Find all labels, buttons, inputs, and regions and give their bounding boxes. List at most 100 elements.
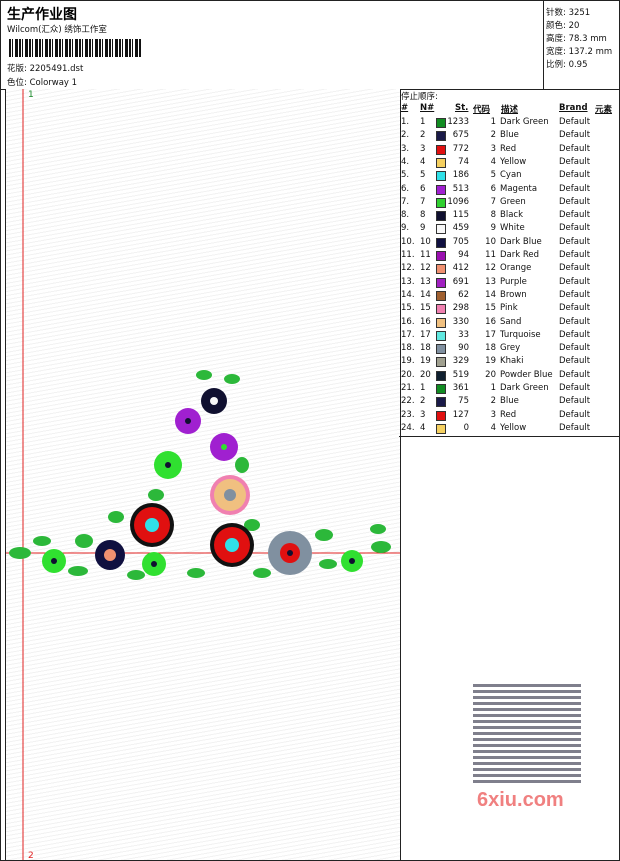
stitches: 75 (458, 396, 469, 407)
code: 12 (485, 263, 496, 274)
design: 1 2 (6, 89, 400, 861)
row-index: 13. (401, 276, 415, 287)
stitches: 675 (452, 130, 469, 141)
table-caption: 停止顺序: (401, 92, 438, 102)
brand: Default (559, 170, 591, 181)
description: Pink (500, 303, 518, 314)
stitches: 90 (458, 343, 469, 354)
stitches: 186 (452, 170, 469, 181)
needle: 8 (420, 210, 426, 221)
description: White (500, 223, 525, 234)
color-swatch (436, 251, 446, 261)
description: Turquoise (500, 329, 541, 340)
brand: Default (559, 343, 591, 354)
needle: 4 (420, 156, 426, 167)
stitches: 33 (458, 329, 469, 340)
description: Red (500, 143, 517, 154)
needle: 10 (420, 236, 431, 247)
code: 7 (490, 196, 496, 207)
needle: 7 (420, 196, 426, 207)
needle: 20 (420, 369, 431, 380)
needle: 3 (420, 143, 426, 154)
needle: 19 (420, 356, 431, 367)
stitches: 62 (458, 289, 469, 300)
color-swatch (436, 237, 446, 248)
stitches: 412 (452, 263, 469, 274)
color-swatch (436, 171, 446, 182)
row-index: 19. (401, 356, 415, 367)
brand: Default (559, 383, 591, 393)
color-swatch (436, 357, 446, 368)
code: 4 (490, 156, 496, 167)
description: Powder Blue (500, 369, 553, 380)
row-index: 24. (401, 422, 415, 433)
stitches: 330 (452, 316, 469, 327)
description: Khaki (500, 356, 524, 367)
description: Yellow (500, 422, 527, 433)
code: 2 (490, 396, 496, 407)
code: 3 (490, 143, 496, 154)
brand: Default (559, 210, 591, 221)
description: Purple (500, 276, 527, 287)
needle: 16 (420, 316, 431, 327)
row-index: 7. (401, 196, 410, 207)
brand: Default (559, 303, 591, 314)
color-swatch (436, 131, 446, 142)
needle: 11 (420, 250, 431, 260)
column-header: 元素 (595, 105, 613, 115)
needle: 6 (420, 183, 426, 194)
code: 13 (485, 276, 496, 287)
stitches: 1233 (447, 117, 469, 127)
brand: Default (559, 117, 591, 127)
color-swatch (436, 264, 446, 275)
description: Dark Blue (500, 236, 542, 247)
brand: Default (559, 422, 591, 433)
qr-code (473, 683, 581, 783)
stat: 颜色: 20 (546, 21, 580, 31)
needle: 14 (420, 289, 431, 300)
code: 1 (490, 383, 496, 393)
stitches: 74 (458, 156, 469, 167)
brand: Default (559, 316, 591, 327)
row-index: 14. (401, 289, 415, 300)
color-swatch (436, 224, 446, 235)
code: 20 (485, 369, 496, 380)
watermark: 6xiu.com (477, 789, 564, 811)
stop-sequence-table: 停止顺序: # N# St. 代码 描述 Brand 元素 1. 1 1233 1 Dark Green… (399, 89, 619, 437)
color-swatch (436, 370, 446, 381)
description: Sand (500, 316, 522, 327)
design-canvas: 1 2 (5, 89, 401, 861)
row-index: 21. (401, 383, 415, 393)
code: 10 (485, 236, 496, 247)
brand: Default (559, 409, 591, 420)
stitches: 1096 (447, 196, 469, 207)
column-header: Brand (559, 103, 588, 113)
color-swatch (436, 397, 446, 408)
stat: 比例: 0.95 (546, 60, 588, 70)
description: Yellow (500, 156, 527, 167)
color-swatch (436, 384, 446, 394)
brand: Default (559, 130, 591, 141)
code: 2 (490, 130, 496, 141)
stat: 针数: 3251 (546, 8, 591, 18)
code: 6 (490, 183, 496, 194)
code: 4 (490, 422, 496, 433)
file-name: 花版: 2205491.dst (7, 64, 84, 74)
subtitle: Wilcom(汇众) 绣饰工作室 (7, 25, 107, 35)
marker: 1 (28, 90, 34, 100)
code: 16 (485, 316, 496, 327)
description: Cyan (500, 170, 522, 181)
needle: 1 (420, 383, 426, 393)
stat: 宽度: 137.2 mm (546, 47, 613, 57)
stitches: 329 (452, 356, 469, 367)
row-index: 23. (401, 409, 415, 420)
row-index: 9. (401, 223, 410, 234)
marker: 2 (28, 851, 34, 861)
color-swatch (436, 304, 446, 315)
code: 1 (490, 117, 496, 127)
needle: 4 (420, 422, 426, 433)
brand: Default (559, 396, 591, 407)
brand: Default (559, 183, 591, 194)
code: 14 (485, 289, 496, 300)
